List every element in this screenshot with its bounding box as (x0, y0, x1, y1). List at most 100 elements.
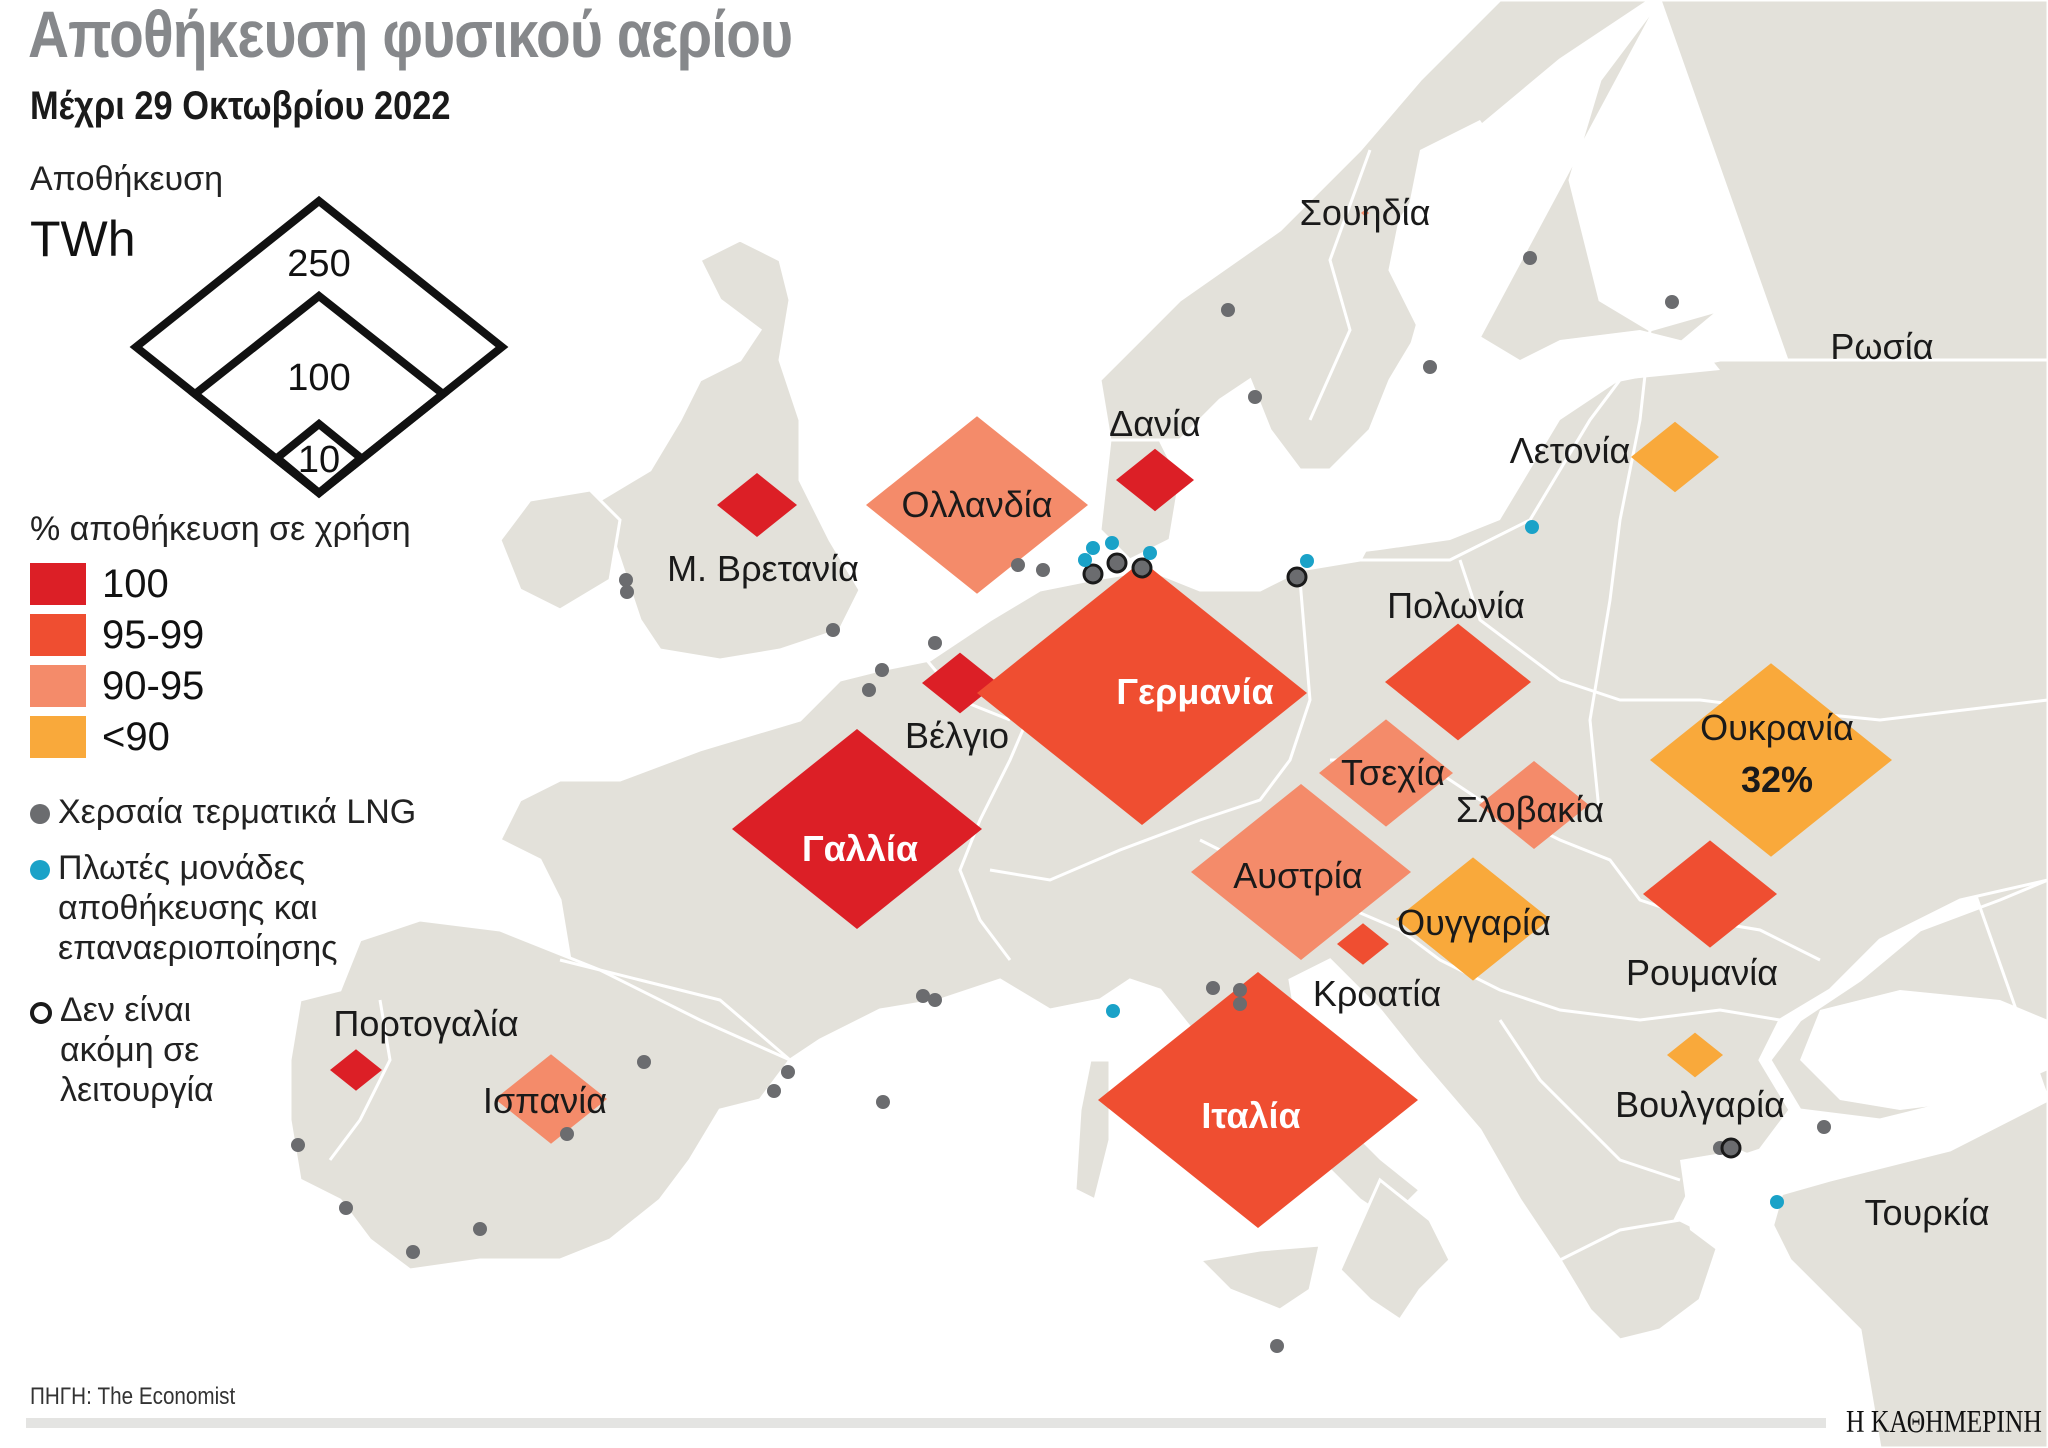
country-label: Λετονία (1509, 430, 1631, 471)
not-operational-terminal-icon (1082, 563, 1104, 585)
floating-unit-icon (1300, 554, 1314, 568)
country-label: Γαλλία (802, 828, 918, 869)
onshore-terminal-icon (1233, 983, 1247, 997)
onshore-terminal-icon (637, 1055, 651, 1069)
country-diamond (732, 729, 982, 929)
onshore-terminal-icon (1248, 390, 1262, 404)
country-label: Αυστρία (1233, 855, 1363, 896)
onshore-terminal-icon (406, 1245, 420, 1259)
legend-size-10: 10 (298, 439, 340, 481)
country-diamond (1643, 840, 1777, 948)
onshore-terminal-icon (1011, 558, 1025, 572)
country-label: Ρουμανία (1625, 952, 1779, 993)
country-label: Πολωνία (1387, 585, 1525, 626)
onshore-terminal-icon (619, 573, 633, 587)
country-label: Ολλανδία (901, 484, 1053, 525)
land-italy-south (1338, 1177, 1452, 1323)
country-label: Βέλγιο (904, 715, 1010, 756)
country-label: Σλοβακία (1455, 789, 1605, 830)
country-label: Ουκρανία (1700, 707, 1854, 748)
onshore-terminal-icon (1036, 563, 1050, 577)
onshore-terminal-icon (339, 1201, 353, 1215)
legend-percent-label: <90 (102, 714, 170, 759)
aegean-sea (1680, 1150, 1790, 1260)
terminal-points (291, 251, 1831, 1353)
floating-unit-icon (1078, 553, 1092, 567)
onshore-terminal-icon (1221, 303, 1235, 317)
legend-percent-label: 90-95 (102, 663, 205, 708)
country-label: Τσεχία (1340, 752, 1446, 793)
floating-unit-icon (1105, 536, 1119, 550)
source-note: ΠΗΓΗ: The Economist (30, 1383, 236, 1410)
onshore-terminal-icon (1817, 1120, 1831, 1134)
floating-unit-icon (1525, 520, 1539, 534)
land-sicily (1196, 1243, 1322, 1312)
country-label: Τουρκία (1864, 1192, 1990, 1233)
country-diamond (1631, 421, 1719, 493)
country-diamond (1667, 1032, 1723, 1078)
country-diamond (1319, 719, 1453, 827)
country-diamond (1396, 857, 1550, 981)
legend-point-label: Δεν είναι ακόμη σε λειτουργία (60, 991, 214, 1109)
country-label: Βουλγαρία (1615, 1084, 1785, 1125)
legend-size-label: Αποθήκευση (30, 160, 224, 198)
onshore-terminal-icon (928, 993, 942, 1007)
floating-unit-icon (1106, 1004, 1120, 1018)
onshore-terminal-icon (826, 623, 840, 637)
country-label: Ρωσία (1830, 326, 1934, 367)
baltic-sea (1330, 120, 1720, 555)
country-diamond (495, 1054, 607, 1144)
onshore-terminal-icon (781, 1065, 795, 1079)
country-percent-label: 32% (1740, 759, 1814, 800)
onshore-terminal-icon (1270, 1339, 1284, 1353)
country-label: Ιταλία (1201, 1095, 1301, 1136)
onshore-terminal-icon (30, 804, 50, 824)
floating-unit-icon (1086, 541, 1100, 555)
onshore-terminal-icon (876, 1095, 890, 1109)
country-label: Σουηδία (1299, 192, 1431, 233)
legend-size-unit: TWh (30, 211, 136, 267)
country-diamond (1116, 448, 1194, 512)
not-operational-terminal-icon (1720, 1137, 1742, 1159)
country-label: Κροατία (1312, 973, 1442, 1014)
onshore-terminal-icon (1523, 251, 1537, 265)
onshore-terminal-icon (1665, 295, 1679, 309)
not-operational-terminal-icon (1131, 557, 1153, 579)
not-operational-ring-icon (30, 1002, 52, 1024)
onshore-terminal-icon (875, 663, 889, 677)
country-diamond (330, 1049, 382, 1091)
legend-point-label: Πλωτές μονάδες αποθήκευσης και επαναεριο… (58, 849, 338, 967)
onshore-terminal-icon (928, 636, 942, 650)
onshore-terminal-icon (1423, 360, 1437, 374)
country-diamond (717, 473, 797, 537)
legend-point-label: Χερσαία τερματικά LNG (58, 793, 417, 831)
country-diamond (1361, 209, 1369, 217)
country-label: Ισπανία (482, 1080, 608, 1121)
country-diamond (1191, 784, 1411, 960)
onshore-terminal-icon (1206, 981, 1220, 995)
country-diamonds (330, 209, 1892, 1228)
swatch-lt90 (30, 716, 86, 758)
land-sardinia (1073, 1058, 1112, 1203)
country-diamond (866, 416, 1088, 594)
floating-unit-icon (1143, 546, 1157, 560)
country-diamond (1098, 972, 1418, 1228)
onshore-terminal-icon (1233, 997, 1247, 1011)
legend-onshore-lng: Χερσαία τερματικά LNG (30, 792, 416, 832)
legend-not-operational: Δεν είναι ακόμη σε λειτουργία (30, 990, 214, 1110)
floating-unit-icon (30, 860, 50, 880)
land-greece (1557, 1218, 1722, 1342)
country-label: Δανία (1109, 403, 1201, 444)
country-diamond (977, 561, 1307, 825)
onshore-terminal-icon (862, 683, 876, 697)
onshore-terminal-icon (560, 1127, 574, 1141)
floating-unit-icon (1770, 1195, 1784, 1209)
legend-size-250: 250 (287, 243, 350, 285)
chart-title: Αποθήκευση φυσικού αερίου (28, 0, 793, 71)
country-diamond (1385, 623, 1531, 741)
country-diamond (922, 652, 998, 714)
country-label: Γερμανία (1116, 671, 1274, 712)
country-diamond (1479, 761, 1589, 849)
legend-size-100: 100 (287, 357, 350, 399)
